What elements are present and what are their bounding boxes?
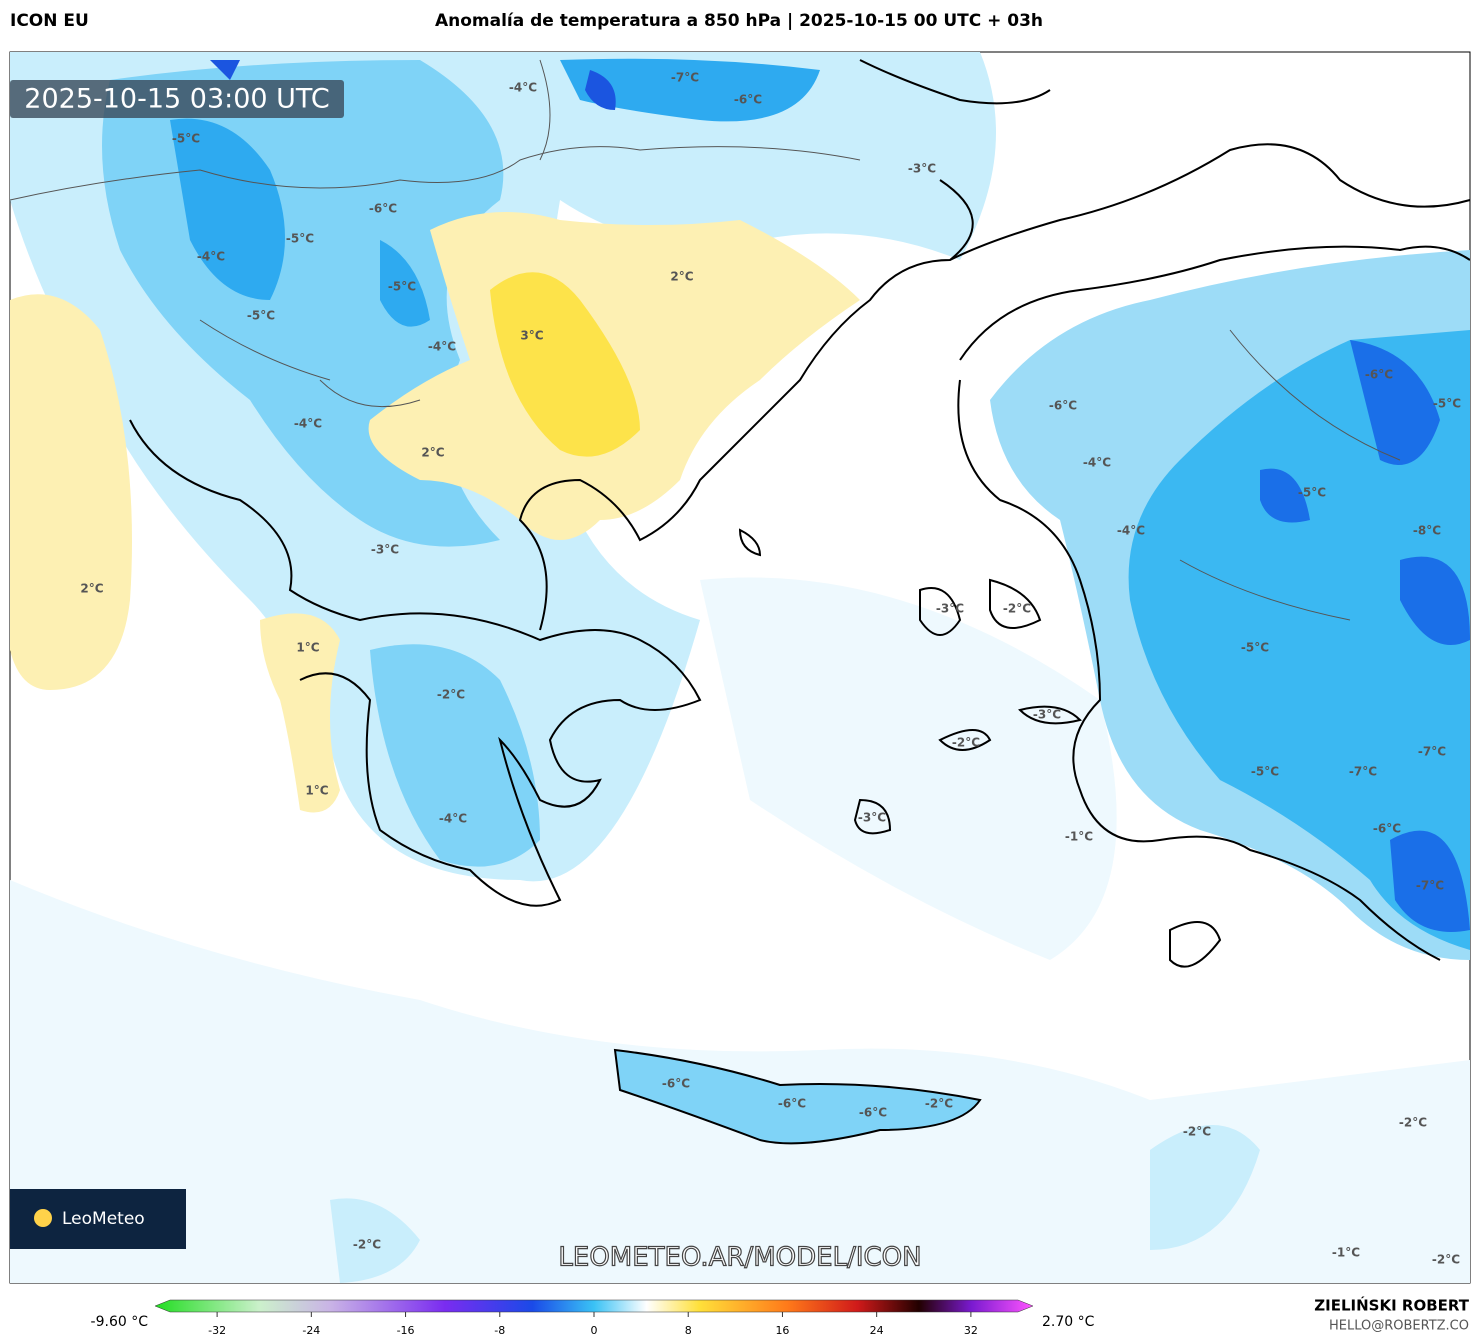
contour-label: -5°C bbox=[1241, 641, 1269, 655]
contour-label: 1°C bbox=[296, 641, 319, 655]
contour-label: -5°C bbox=[388, 280, 416, 294]
contour-label: -7°C bbox=[1416, 879, 1444, 893]
timestamp: 2025-10-15 03:00 UTC bbox=[24, 84, 329, 115]
contour-label: -5°C bbox=[1251, 765, 1279, 779]
contour-label: -5°C bbox=[247, 309, 275, 323]
contour-labels: -4°C -7°C -6°C -5°C -3°C -6°C -5°C -4°C 2°C -5°C -… bbox=[80, 71, 1461, 1267]
contour-label: -8°C bbox=[1413, 524, 1441, 538]
contour-label: -7°C bbox=[1418, 745, 1446, 759]
colorbar-tick-label: -16 bbox=[397, 1324, 415, 1337]
contour-label: -5°C bbox=[286, 232, 314, 246]
contour-label: -1°C bbox=[1065, 830, 1093, 844]
contour-label: 1°C bbox=[305, 784, 328, 798]
contour-label: -6°C bbox=[1373, 822, 1401, 836]
contour-label: -2°C bbox=[1399, 1116, 1427, 1130]
contour-label: -7°C bbox=[671, 71, 699, 85]
contour-label: -5°C bbox=[172, 132, 200, 146]
contour-label: -2°C bbox=[952, 736, 980, 750]
model-name: ICON EU bbox=[10, 11, 89, 31]
colorbar-tick-label: -24 bbox=[302, 1324, 320, 1337]
colorbar-tick-label: 24 bbox=[870, 1324, 884, 1337]
colorbar-min: -9.60 °C bbox=[91, 1314, 149, 1330]
logo-sun bbox=[34, 1209, 52, 1227]
contour-label: -6°C bbox=[1365, 368, 1393, 382]
contour-label: 2°C bbox=[670, 270, 693, 284]
map bbox=[9, 51, 1471, 1284]
contour-label: 2°C bbox=[421, 446, 444, 460]
contour-label: -2°C bbox=[925, 1097, 953, 1111]
contour-label: -6°C bbox=[734, 93, 762, 107]
contour-label: -4°C bbox=[294, 417, 322, 431]
contour-label: -3°C bbox=[858, 811, 886, 825]
contour-label: 3°C bbox=[520, 329, 543, 343]
contour-label: -4°C bbox=[509, 81, 537, 95]
contour-label: -1°C bbox=[1332, 1246, 1360, 1260]
colorbar: -32 -24 -16 -8 0 8 16 24 32 bbox=[154, 1299, 1034, 1337]
contour-label: -4°C bbox=[1083, 456, 1111, 470]
contour-label: -3°C bbox=[371, 543, 399, 557]
email: HELLO@ROBERTZ.CO bbox=[1329, 1319, 1469, 1334]
contour-label: 2°C bbox=[80, 582, 103, 596]
contour-label: -2°C bbox=[353, 1238, 381, 1252]
colorbar-tick-label: 8 bbox=[685, 1324, 692, 1337]
contour-label: -6°C bbox=[662, 1077, 690, 1091]
contour-label: -3°C bbox=[908, 162, 936, 176]
title: Anomalía de temperatura a 850 hPa | 2025… bbox=[435, 11, 1043, 31]
contour-label: -7°C bbox=[1349, 765, 1377, 779]
contour-label: -5°C bbox=[1433, 397, 1461, 411]
colorbar-tick-label: 16 bbox=[775, 1324, 789, 1337]
contour-label: -3°C bbox=[936, 602, 964, 616]
contour-label: -6°C bbox=[859, 1106, 887, 1120]
contour-label: -6°C bbox=[1049, 399, 1077, 413]
contour-label: -4°C bbox=[197, 250, 225, 264]
contour-label: -4°C bbox=[439, 812, 467, 826]
watermark: LEOMETEO.AR/MODEL/ICON bbox=[558, 1243, 921, 1273]
contour-label: -3°C bbox=[1033, 708, 1061, 722]
contour-label: -5°C bbox=[1298, 486, 1326, 500]
colorbar-tick-label: 32 bbox=[964, 1324, 978, 1337]
contour-label: -4°C bbox=[428, 340, 456, 354]
timestamp-box bbox=[10, 80, 344, 118]
colorbar-tick-label: 0 bbox=[591, 1324, 598, 1337]
contour-label: -4°C bbox=[1117, 524, 1145, 538]
logo: LeoMeteo bbox=[62, 1209, 145, 1229]
colorbar-tick-label: -8 bbox=[494, 1324, 505, 1337]
author: ZIELIŃSKI ROBERT bbox=[1314, 1296, 1469, 1315]
colorbar-tick-label: -32 bbox=[208, 1324, 226, 1337]
contour-label: -2°C bbox=[437, 688, 465, 702]
contour-label: -2°C bbox=[1432, 1253, 1460, 1267]
contour-label: -6°C bbox=[369, 202, 397, 216]
colorbar-max: 2.70 °C bbox=[1042, 1314, 1095, 1330]
contour-label: -2°C bbox=[1003, 602, 1031, 616]
contour-label: -2°C bbox=[1183, 1125, 1211, 1139]
contour-label: -6°C bbox=[778, 1097, 806, 1111]
